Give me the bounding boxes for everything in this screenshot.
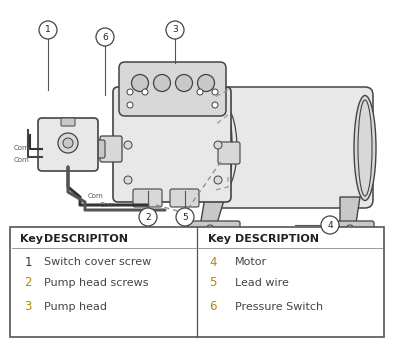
Circle shape <box>124 176 132 184</box>
Polygon shape <box>340 197 360 230</box>
Circle shape <box>39 21 57 39</box>
FancyBboxPatch shape <box>328 221 374 237</box>
Text: 1: 1 <box>45 26 51 34</box>
FancyBboxPatch shape <box>38 118 98 171</box>
Circle shape <box>139 208 157 226</box>
Text: Lead wire: Lead wire <box>235 278 289 288</box>
Ellipse shape <box>154 75 171 91</box>
Text: Com: Com <box>14 157 30 163</box>
FancyBboxPatch shape <box>212 87 373 208</box>
Text: Pump head: Pump head <box>44 302 107 312</box>
Circle shape <box>127 102 133 108</box>
Text: 4: 4 <box>327 220 333 229</box>
Text: 4: 4 <box>209 256 217 268</box>
FancyBboxPatch shape <box>170 189 199 207</box>
Circle shape <box>63 138 73 148</box>
Text: DESCRIPTION: DESCRIPTION <box>235 234 319 244</box>
Text: 5: 5 <box>209 276 217 289</box>
Text: Com: Com <box>100 202 116 208</box>
FancyBboxPatch shape <box>10 227 384 337</box>
FancyBboxPatch shape <box>100 136 122 162</box>
Circle shape <box>206 225 214 233</box>
Text: 2: 2 <box>145 213 151 221</box>
FancyBboxPatch shape <box>113 87 231 202</box>
FancyBboxPatch shape <box>218 142 240 164</box>
Ellipse shape <box>198 75 214 91</box>
Circle shape <box>212 89 218 95</box>
Circle shape <box>127 89 133 95</box>
Text: 6: 6 <box>209 300 217 314</box>
Ellipse shape <box>212 98 232 198</box>
Circle shape <box>197 89 203 95</box>
Text: Com: Com <box>14 145 30 151</box>
Text: 3: 3 <box>172 26 178 34</box>
FancyBboxPatch shape <box>133 189 162 207</box>
Circle shape <box>166 21 184 39</box>
Polygon shape <box>200 197 225 230</box>
Text: 1: 1 <box>24 256 32 268</box>
Text: Pump head screws: Pump head screws <box>44 278 149 288</box>
Text: 3: 3 <box>24 300 32 314</box>
FancyBboxPatch shape <box>119 62 226 116</box>
Text: Motor: Motor <box>235 257 267 267</box>
Ellipse shape <box>354 96 376 200</box>
Text: 6: 6 <box>102 32 108 41</box>
Text: Pressure Switch: Pressure Switch <box>235 302 323 312</box>
FancyBboxPatch shape <box>188 221 240 237</box>
Circle shape <box>58 133 78 153</box>
Circle shape <box>124 141 132 149</box>
Text: DESCRIPITON: DESCRIPITON <box>44 234 128 244</box>
FancyBboxPatch shape <box>86 140 105 158</box>
Circle shape <box>176 208 194 226</box>
Text: Switch cover screw: Switch cover screw <box>44 257 151 267</box>
Circle shape <box>346 225 354 233</box>
Text: 5: 5 <box>182 213 188 221</box>
Circle shape <box>142 89 148 95</box>
Circle shape <box>212 102 218 108</box>
Ellipse shape <box>175 75 192 91</box>
Text: Com: Com <box>88 193 104 199</box>
Circle shape <box>214 141 222 149</box>
Text: Key: Key <box>20 234 43 244</box>
Circle shape <box>321 216 339 234</box>
Ellipse shape <box>132 75 149 91</box>
Circle shape <box>214 176 222 184</box>
Text: Key: Key <box>208 234 231 244</box>
Circle shape <box>96 28 114 46</box>
FancyBboxPatch shape <box>61 118 75 126</box>
Text: 2: 2 <box>24 276 32 289</box>
